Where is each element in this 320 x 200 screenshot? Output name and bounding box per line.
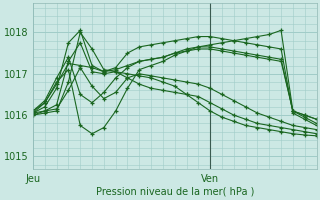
- X-axis label: Pression niveau de la mer( hPa ): Pression niveau de la mer( hPa ): [96, 187, 254, 197]
